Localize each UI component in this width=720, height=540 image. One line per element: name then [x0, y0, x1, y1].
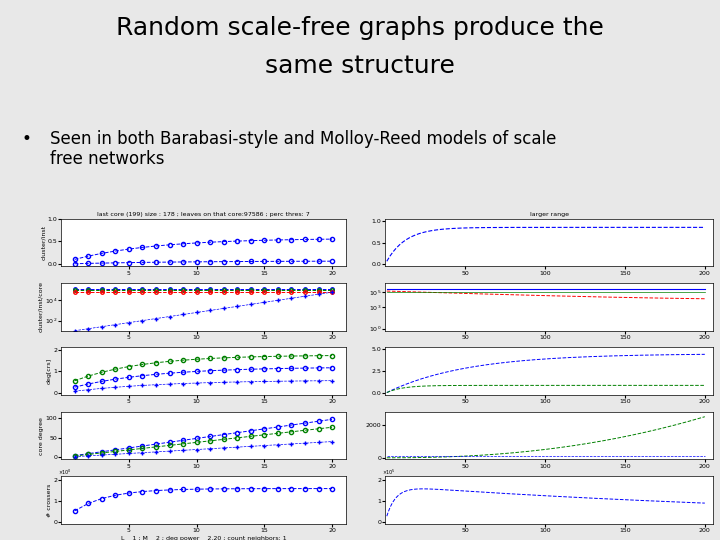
X-axis label: L    1 ; M    2 ; deg power    2.20 ; count neighbors: 1: L 1 ; M 2 ; deg power 2.20 ; count neigh…: [120, 536, 287, 540]
Text: same structure: same structure: [265, 54, 455, 78]
Title: larger range: larger range: [529, 212, 569, 217]
Y-axis label: core degree: core degree: [39, 417, 44, 455]
Y-axis label: cluster/inst: cluster/inst: [41, 225, 46, 260]
Y-axis label: # crossers: # crossers: [47, 483, 52, 517]
Text: Seen in both Barabasi-style and Molloy-Reed models of scale
free networks: Seen in both Barabasi-style and Molloy-R…: [50, 130, 557, 168]
Text: •: •: [22, 130, 32, 147]
Title: last core (199) size : 178 ; leaves on that core:97586 ; perc thres: 7: last core (199) size : 178 ; leaves on t…: [97, 212, 310, 217]
Y-axis label: deg[crs]: deg[crs]: [47, 358, 52, 384]
Text: $\times\!10^5$: $\times\!10^5$: [382, 468, 395, 477]
Text: $\times\!10^0$: $\times\!10^0$: [58, 468, 72, 477]
Y-axis label: cluster/inst/core: cluster/inst/core: [38, 281, 43, 333]
Text: Random scale-free graphs produce the: Random scale-free graphs produce the: [116, 16, 604, 40]
